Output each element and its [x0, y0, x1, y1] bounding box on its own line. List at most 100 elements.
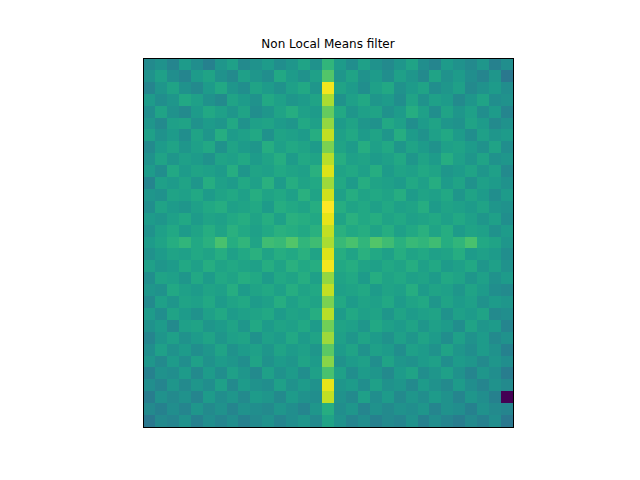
cell	[441, 94, 454, 107]
cell	[238, 320, 251, 333]
cell	[167, 248, 180, 261]
cell	[489, 356, 502, 369]
cell	[429, 284, 442, 297]
cell	[298, 201, 311, 214]
cell	[501, 379, 513, 392]
cell	[191, 106, 204, 119]
cell	[382, 129, 395, 142]
cell	[286, 153, 299, 166]
cell	[418, 367, 431, 380]
cell	[262, 94, 275, 107]
cell	[191, 237, 204, 250]
cell	[155, 201, 168, 214]
cell	[191, 118, 204, 131]
cell	[215, 94, 228, 107]
cell	[370, 284, 383, 297]
cell	[334, 284, 347, 297]
cell	[382, 118, 395, 131]
cell	[465, 356, 478, 369]
cell	[250, 118, 263, 131]
cell	[453, 367, 466, 380]
cell	[382, 320, 395, 333]
cell	[167, 70, 180, 83]
cell	[346, 367, 359, 380]
cell	[227, 296, 240, 309]
cell	[238, 391, 251, 404]
cell	[143, 118, 156, 131]
cell	[191, 82, 204, 95]
cell	[346, 225, 359, 238]
cell	[215, 344, 228, 357]
cell	[227, 165, 240, 178]
heatmap-cells	[143, 58, 513, 427]
cell	[286, 296, 299, 309]
cell	[477, 153, 490, 166]
cell	[465, 82, 478, 95]
cell	[215, 272, 228, 285]
cell	[227, 379, 240, 392]
cell	[477, 272, 490, 285]
cell	[215, 332, 228, 345]
cell	[310, 225, 323, 238]
cell	[441, 284, 454, 297]
cell	[453, 403, 466, 416]
cell	[203, 177, 216, 190]
cell	[250, 58, 263, 71]
cell	[298, 367, 311, 380]
cell	[155, 367, 168, 380]
cell	[382, 272, 395, 285]
cell	[406, 260, 419, 273]
cell	[179, 237, 192, 250]
cell	[322, 58, 335, 71]
cell	[501, 367, 513, 380]
cell	[489, 118, 502, 131]
cell	[227, 344, 240, 357]
cell	[418, 260, 431, 273]
cell	[215, 403, 228, 416]
cell	[227, 177, 240, 190]
cell	[274, 237, 287, 250]
cell	[215, 391, 228, 404]
cell	[418, 177, 431, 190]
cell	[310, 129, 323, 142]
cell	[191, 189, 204, 202]
cell	[191, 153, 204, 166]
cell	[394, 70, 407, 83]
cell	[155, 153, 168, 166]
cell	[203, 308, 216, 321]
cell	[370, 153, 383, 166]
cell	[227, 129, 240, 142]
cell	[203, 82, 216, 95]
cell	[406, 403, 419, 416]
cell	[191, 296, 204, 309]
cell	[227, 201, 240, 214]
cell	[477, 94, 490, 107]
cell	[167, 177, 180, 190]
cell	[418, 106, 431, 119]
cell	[370, 260, 383, 273]
cell	[334, 82, 347, 95]
cell	[227, 272, 240, 285]
cell	[167, 272, 180, 285]
cell	[441, 58, 454, 71]
cell	[394, 260, 407, 273]
cell	[429, 106, 442, 119]
cell	[191, 356, 204, 369]
cell	[203, 391, 216, 404]
cell	[191, 225, 204, 238]
cell	[262, 379, 275, 392]
cell	[429, 177, 442, 190]
cell	[346, 415, 359, 427]
cell	[370, 308, 383, 321]
cell	[346, 237, 359, 250]
cell	[418, 344, 431, 357]
cell	[238, 58, 251, 71]
cell	[346, 58, 359, 71]
cell	[286, 415, 299, 427]
cell	[238, 141, 251, 154]
cell	[441, 415, 454, 427]
cell	[394, 165, 407, 178]
cell	[394, 94, 407, 107]
cell	[155, 260, 168, 273]
cell	[191, 141, 204, 154]
